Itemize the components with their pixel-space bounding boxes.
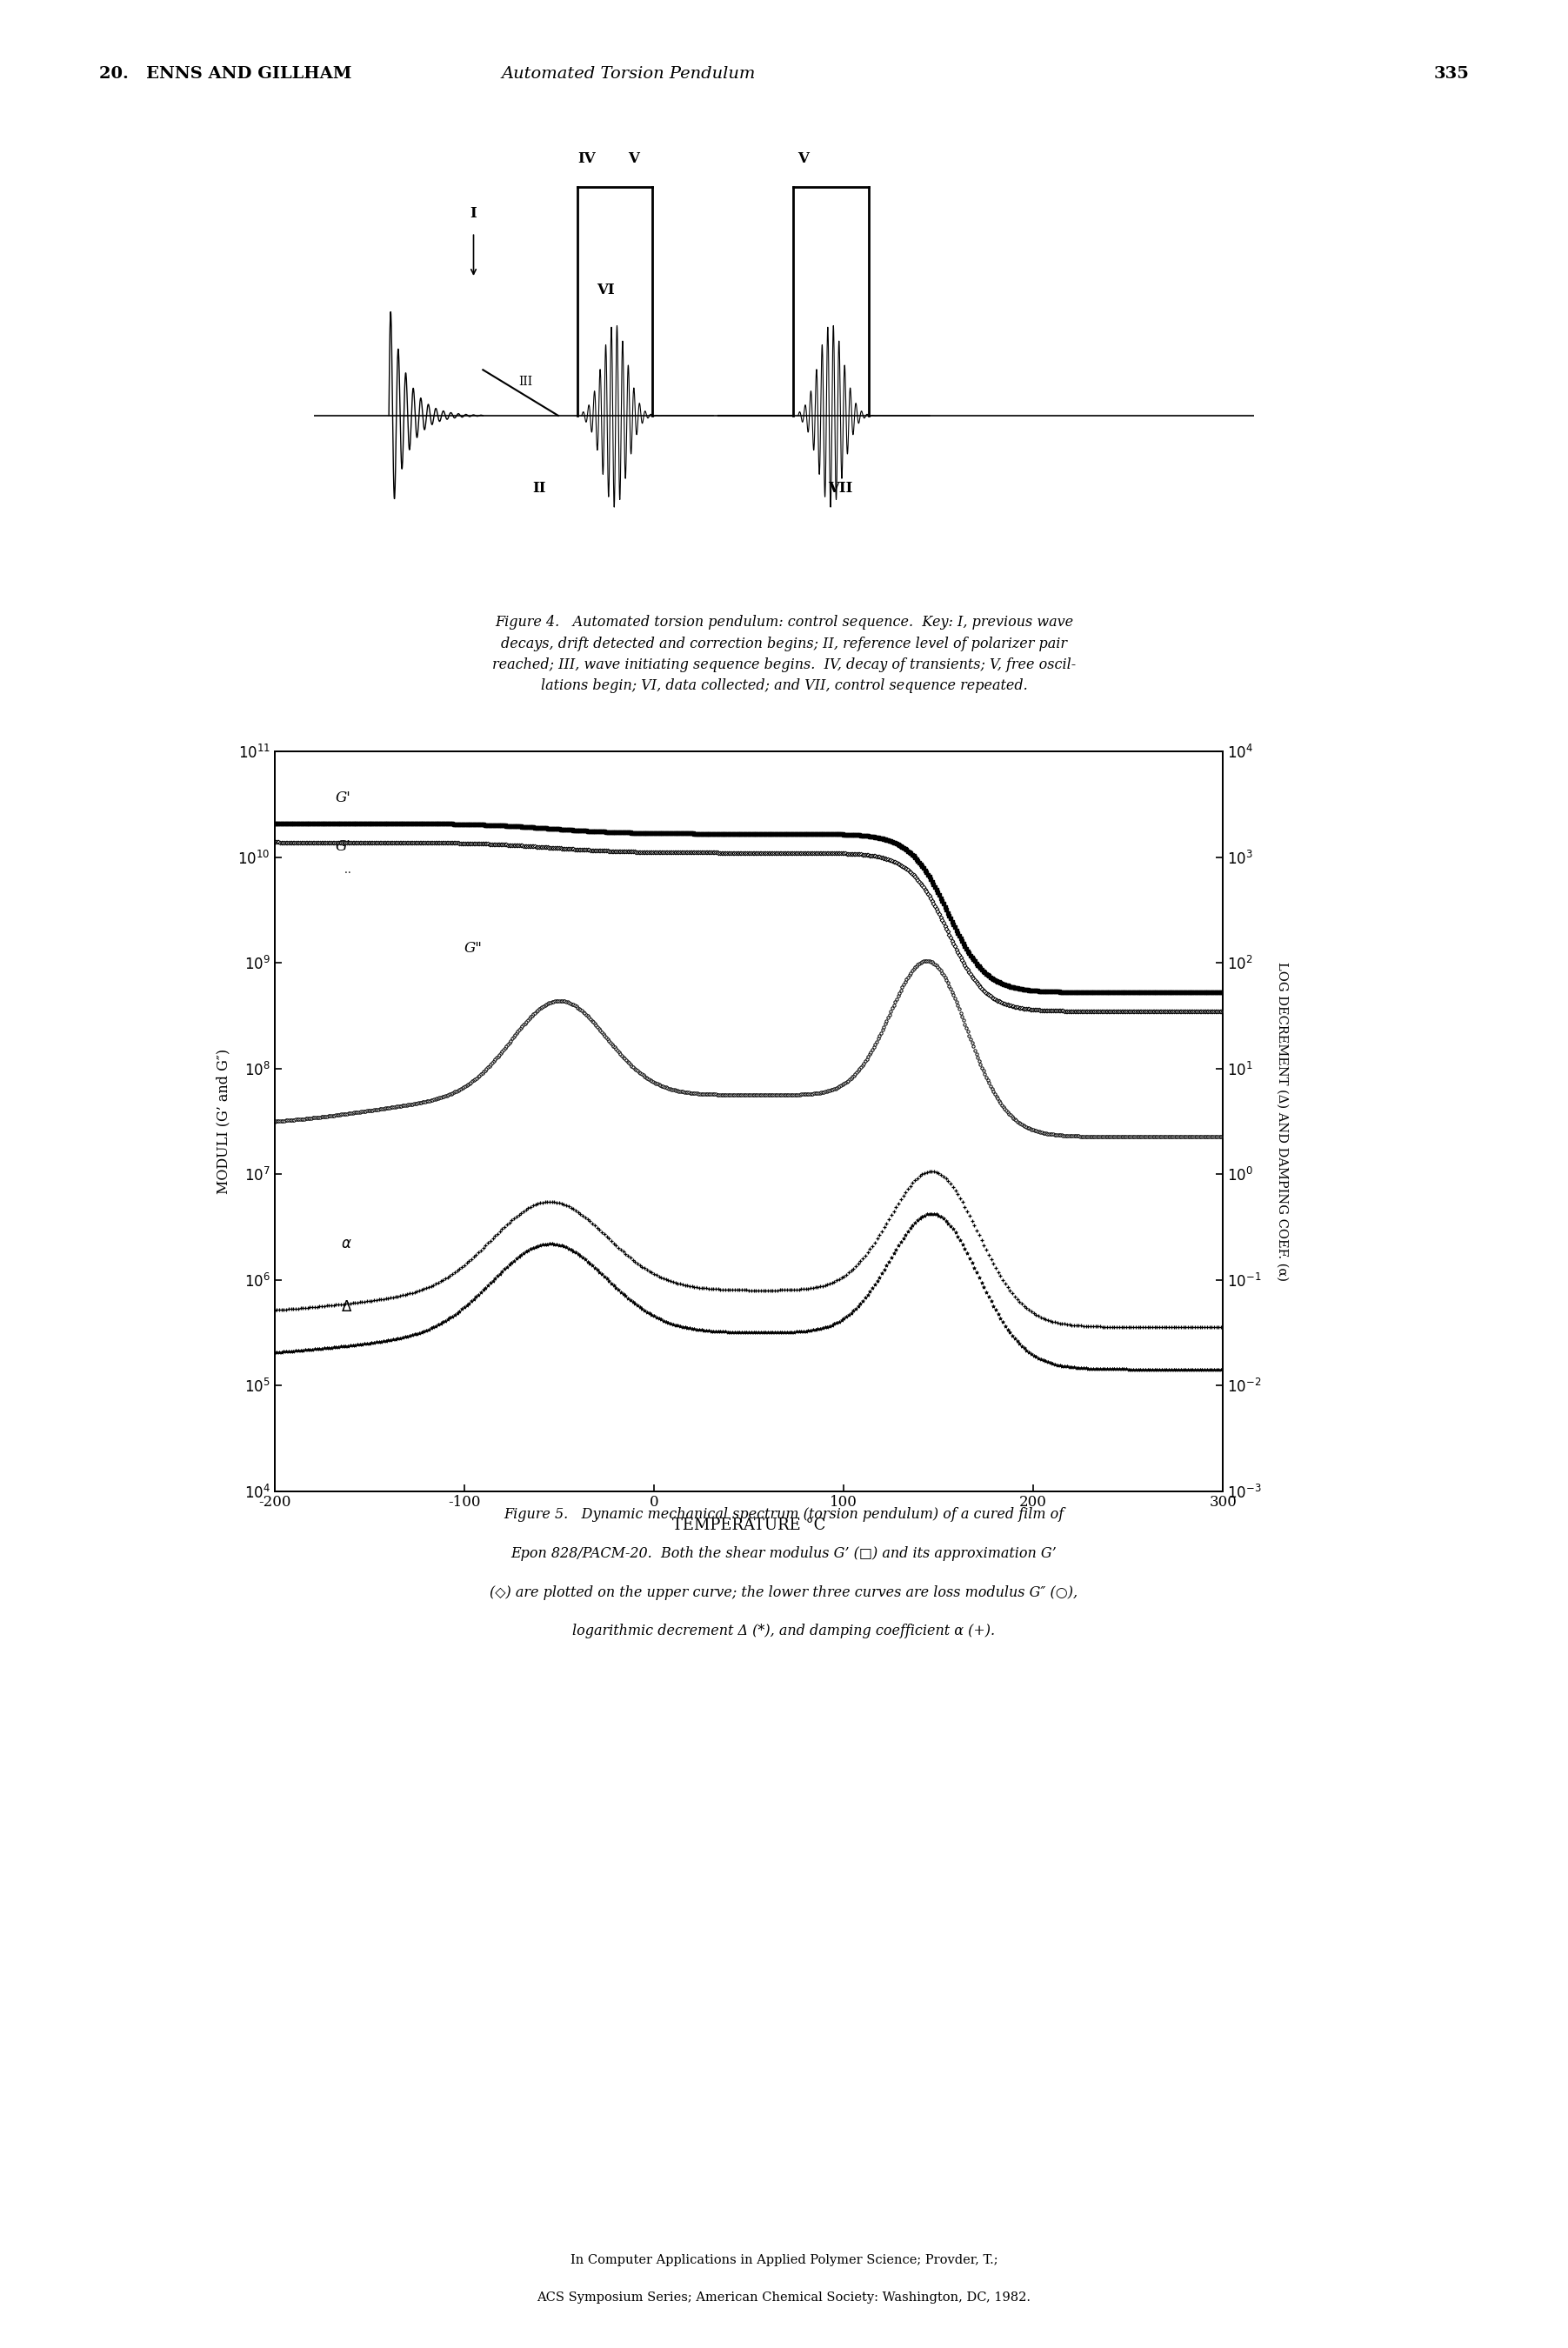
- X-axis label: TEMPERATURE °C: TEMPERATURE °C: [673, 1517, 825, 1533]
- Text: III: III: [519, 376, 532, 387]
- Text: IV: IV: [577, 150, 596, 167]
- Text: Automated Torsion Pendulum: Automated Torsion Pendulum: [502, 66, 756, 82]
- Text: 335: 335: [1433, 66, 1469, 82]
- Text: In Computer Applications in Applied Polymer Science; Provder, T.;: In Computer Applications in Applied Poly…: [571, 2254, 997, 2266]
- Text: Epon 828/PACM-20.  Both the shear modulus G’ (□) and its approximation G’: Epon 828/PACM-20. Both the shear modulus…: [511, 1547, 1057, 1561]
- Text: Figure 4.   Automated torsion pendulum: control sequence.  Key: I, previous wave: Figure 4. Automated torsion pendulum: co…: [492, 615, 1076, 693]
- Text: $\alpha$: $\alpha$: [340, 1237, 351, 1251]
- Text: Figure 5.   Dynamic mechanical spectrum (torsion pendulum) of a cured film of: Figure 5. Dynamic mechanical spectrum (t…: [503, 1507, 1065, 1522]
- Y-axis label: MODULI (G’ and G″): MODULI (G’ and G″): [216, 1050, 230, 1193]
- Text: 20.   ENNS AND GILLHAM: 20. ENNS AND GILLHAM: [99, 66, 351, 82]
- Text: VI: VI: [596, 282, 615, 296]
- Text: ..: ..: [345, 864, 354, 876]
- Text: VII: VII: [828, 481, 853, 495]
- Text: I: I: [470, 207, 477, 221]
- Text: V: V: [627, 150, 640, 167]
- Text: V: V: [797, 150, 809, 167]
- Text: (◇) are plotted on the upper curve; the lower three curves are loss modulus G″ (: (◇) are plotted on the upper curve; the …: [491, 1585, 1079, 1599]
- Text: G': G': [336, 838, 351, 855]
- Y-axis label: LOG DECREMENT (Δ) AND DAMPING COEF. (α): LOG DECREMENT (Δ) AND DAMPING COEF. (α): [1276, 963, 1289, 1280]
- Text: G": G": [464, 942, 483, 956]
- Text: $\Delta$: $\Delta$: [340, 1301, 353, 1315]
- Text: G': G': [336, 791, 351, 805]
- Text: logarithmic decrement Δ (*), and damping coefficient α (+).: logarithmic decrement Δ (*), and damping…: [572, 1625, 996, 1639]
- Text: ACS Symposium Series; American Chemical Society: Washington, DC, 1982.: ACS Symposium Series; American Chemical …: [536, 2292, 1032, 2303]
- Text: II: II: [533, 481, 546, 495]
